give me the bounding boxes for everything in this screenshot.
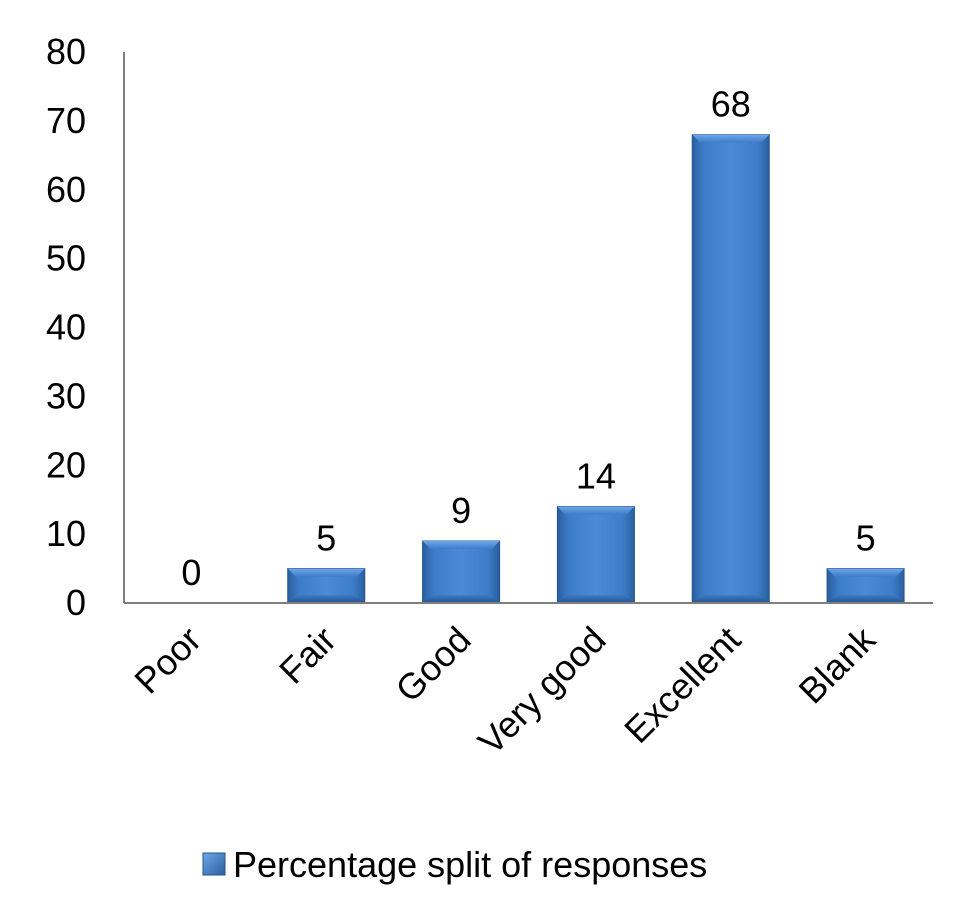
axes: [123, 52, 933, 604]
y-tick-label: 70: [46, 100, 86, 141]
bar-bottom-bevel: [827, 595, 905, 603]
bar-group: [287, 134, 905, 604]
bar-data-label: 5: [856, 518, 876, 559]
legend-swatch: [202, 852, 226, 876]
x-category-label: Blank: [791, 618, 884, 711]
x-category-label: Good: [387, 619, 478, 710]
bar-bottom-bevel: [287, 595, 365, 603]
legend: Percentage split of responses: [202, 844, 707, 885]
bar-top-bevel: [692, 134, 770, 143]
y-tick-label: 40: [46, 307, 86, 348]
data-label-group: 0 5 9 14 68 5: [181, 84, 875, 593]
bar-top-bevel: [827, 568, 905, 577]
bar-data-label: 68: [711, 84, 751, 125]
bar-top-bevel: [557, 506, 635, 515]
bar-top-bevel: [422, 541, 500, 550]
bar: [556, 506, 635, 604]
x-category-label: Fair: [271, 619, 344, 692]
legend-label: Percentage split of responses: [233, 844, 707, 885]
bar-data-label: 5: [316, 518, 336, 559]
y-tick-label: 60: [46, 169, 86, 210]
x-category-label: Very good: [470, 619, 614, 763]
x-category-label: Poor: [126, 619, 209, 702]
y-tick-label: 20: [46, 444, 86, 485]
bar-bottom-bevel: [692, 595, 770, 603]
y-tick-label: 50: [46, 238, 86, 279]
bar-body: [556, 506, 635, 604]
bar-bottom-bevel: [557, 595, 635, 603]
bar: [691, 134, 770, 604]
y-axis-tick-labels: 0 10 20 30 40 50 60 70 80: [46, 31, 86, 623]
bar-top-bevel: [287, 568, 365, 577]
bar-data-label: 14: [576, 456, 616, 497]
bar-body: [422, 540, 501, 604]
y-tick-label: 80: [46, 31, 86, 72]
x-category-label: Excellent: [616, 619, 748, 751]
bar: [287, 568, 366, 604]
bar-data-label: 0: [181, 552, 201, 593]
y-tick-label: 0: [66, 582, 86, 623]
y-tick-label: 30: [46, 375, 86, 416]
bar-body: [691, 134, 770, 604]
bar-bottom-bevel: [422, 595, 500, 603]
bar: [826, 568, 905, 604]
bar: [422, 540, 501, 604]
bar-data-label: 9: [451, 490, 471, 531]
y-tick-label: 10: [46, 513, 86, 554]
